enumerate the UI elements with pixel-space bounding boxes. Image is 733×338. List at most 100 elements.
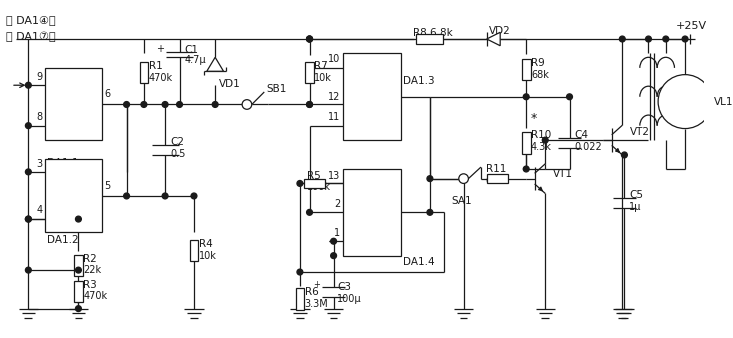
Circle shape — [567, 94, 572, 100]
Polygon shape — [207, 57, 224, 71]
Circle shape — [306, 102, 312, 107]
Text: R1: R1 — [149, 61, 163, 71]
Bar — [343, 53, 401, 140]
Text: 13: 13 — [328, 171, 340, 180]
Bar — [74, 255, 83, 276]
Circle shape — [162, 102, 168, 107]
Text: 接 DA1④脚: 接 DA1④脚 — [6, 15, 56, 25]
Text: R5: R5 — [306, 171, 320, 181]
Text: 9: 9 — [37, 72, 43, 82]
Text: 22k: 22k — [84, 265, 101, 275]
Text: *: * — [531, 113, 537, 125]
Text: C2: C2 — [170, 137, 184, 147]
Circle shape — [306, 210, 312, 215]
Text: 5: 5 — [104, 181, 111, 191]
Circle shape — [297, 180, 303, 186]
Bar — [522, 59, 531, 80]
Text: VT2: VT2 — [630, 127, 650, 138]
Circle shape — [523, 94, 529, 100]
Text: DA1.3: DA1.3 — [403, 76, 435, 87]
Text: 10k: 10k — [314, 73, 332, 82]
Text: 4.3k: 4.3k — [531, 142, 552, 152]
Bar — [416, 34, 443, 44]
Circle shape — [306, 36, 312, 42]
Circle shape — [26, 216, 32, 222]
Bar — [487, 174, 508, 183]
Text: R9: R9 — [531, 58, 545, 68]
Circle shape — [26, 82, 32, 88]
Text: C4: C4 — [575, 130, 589, 140]
Text: 10k: 10k — [199, 251, 217, 261]
Circle shape — [306, 102, 312, 107]
Text: +: + — [313, 280, 320, 289]
Text: 68k: 68k — [486, 175, 504, 186]
Text: R3: R3 — [84, 280, 97, 290]
Circle shape — [124, 193, 130, 199]
Text: +25V: +25V — [675, 21, 707, 31]
Circle shape — [331, 238, 336, 244]
Text: R10: R10 — [531, 130, 551, 140]
Text: 4: 4 — [37, 205, 43, 215]
Circle shape — [213, 102, 218, 107]
Text: 100μ: 100μ — [337, 294, 362, 304]
Bar — [295, 288, 304, 310]
Bar — [45, 68, 103, 140]
Circle shape — [75, 216, 81, 222]
Text: 3: 3 — [37, 159, 43, 169]
Text: 4.7μ: 4.7μ — [184, 55, 206, 65]
Text: R2: R2 — [84, 254, 97, 264]
Text: SB1: SB1 — [266, 84, 287, 94]
Text: 0.5: 0.5 — [170, 149, 185, 159]
Text: 470k: 470k — [84, 291, 107, 301]
Circle shape — [141, 102, 147, 107]
Polygon shape — [487, 32, 500, 46]
Bar — [305, 62, 314, 83]
Circle shape — [427, 210, 432, 215]
Text: 1: 1 — [334, 228, 340, 238]
Circle shape — [242, 100, 251, 109]
Text: 2: 2 — [334, 199, 340, 210]
Text: R7: R7 — [314, 61, 328, 71]
Circle shape — [26, 216, 32, 222]
Bar — [190, 240, 199, 261]
Text: 11: 11 — [328, 112, 340, 122]
Circle shape — [619, 36, 625, 42]
Text: 470k: 470k — [149, 73, 173, 82]
Circle shape — [75, 306, 81, 312]
Text: R11: R11 — [486, 164, 506, 174]
Circle shape — [26, 123, 32, 128]
Circle shape — [306, 36, 312, 42]
Circle shape — [297, 269, 303, 275]
Text: R8 6.8k: R8 6.8k — [413, 28, 452, 38]
Circle shape — [124, 102, 130, 107]
Text: DA1.1: DA1.1 — [47, 159, 78, 168]
Bar — [303, 179, 325, 188]
Circle shape — [26, 169, 32, 175]
Text: C3: C3 — [337, 283, 351, 292]
Text: 0.022: 0.022 — [575, 142, 602, 152]
Bar — [343, 169, 401, 256]
Circle shape — [75, 267, 81, 273]
Text: 1μ: 1μ — [629, 201, 641, 212]
Circle shape — [191, 193, 197, 199]
Circle shape — [427, 176, 432, 182]
Text: VL1: VL1 — [714, 97, 733, 106]
Text: VD1: VD1 — [219, 79, 240, 89]
Bar — [522, 132, 531, 153]
Bar — [139, 62, 148, 83]
Text: 68k: 68k — [531, 70, 549, 80]
Text: VD2: VD2 — [489, 26, 510, 36]
Text: 12: 12 — [328, 92, 340, 102]
Text: 10: 10 — [328, 54, 340, 64]
Circle shape — [177, 102, 183, 107]
Text: C5: C5 — [629, 190, 644, 200]
Circle shape — [459, 174, 468, 184]
Circle shape — [331, 253, 336, 259]
Bar — [74, 281, 83, 302]
Text: +: + — [156, 44, 164, 54]
Text: 接 DA1⑦脚: 接 DA1⑦脚 — [6, 31, 56, 42]
Text: SA1: SA1 — [452, 196, 472, 206]
Text: 8: 8 — [37, 112, 43, 122]
Text: C1: C1 — [184, 45, 199, 55]
Bar — [45, 160, 103, 232]
